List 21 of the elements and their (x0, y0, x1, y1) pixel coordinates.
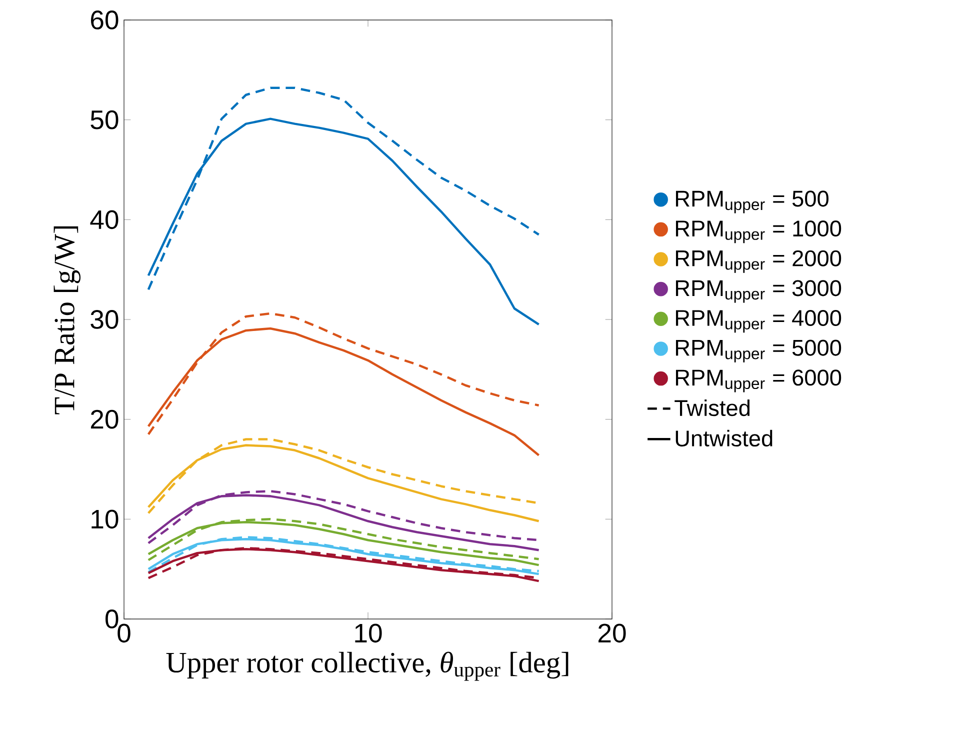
legend-label: RPM$_{upper}$ = 4000 (676, 310, 842, 333)
x-axis-title: Upper rotor collective, θ$_{upper}$ [deg] (166, 652, 568, 681)
y-tick-label: 50 (90, 110, 118, 130)
x-tick-label: 20 (598, 624, 626, 643)
legend-label: RPM$_{upper}$ = 1000 (676, 220, 842, 244)
text: Twisted (674, 399, 750, 416)
y-tick-label: 0 (106, 610, 118, 628)
legend-label: RPM$_{upper}$ = 2000 (676, 250, 842, 273)
y-tick-label: 20 (90, 410, 118, 429)
legend-label: RPM$_{upper}$ = 5000 (676, 340, 842, 362)
x-tick-label: 0 (118, 624, 130, 643)
y-axis-title: T/P Ratio [g/W] (54, 226, 80, 414)
legend-label: RPM$_{upper}$ = 3000 (676, 280, 842, 303)
y-tick-label: 40 (90, 210, 118, 230)
legend-label: RPM$_{upper}$ = 500 (676, 190, 828, 214)
legend-label: RPM$_{upper}$ = 6000 (676, 370, 842, 392)
text: Untwisted (676, 430, 772, 447)
y-tick-label: 10 (92, 510, 118, 529)
y-tick-label: 30 (90, 310, 118, 329)
x-tick-label: 10 (355, 624, 382, 643)
y-tick-label: 60 (90, 10, 118, 30)
